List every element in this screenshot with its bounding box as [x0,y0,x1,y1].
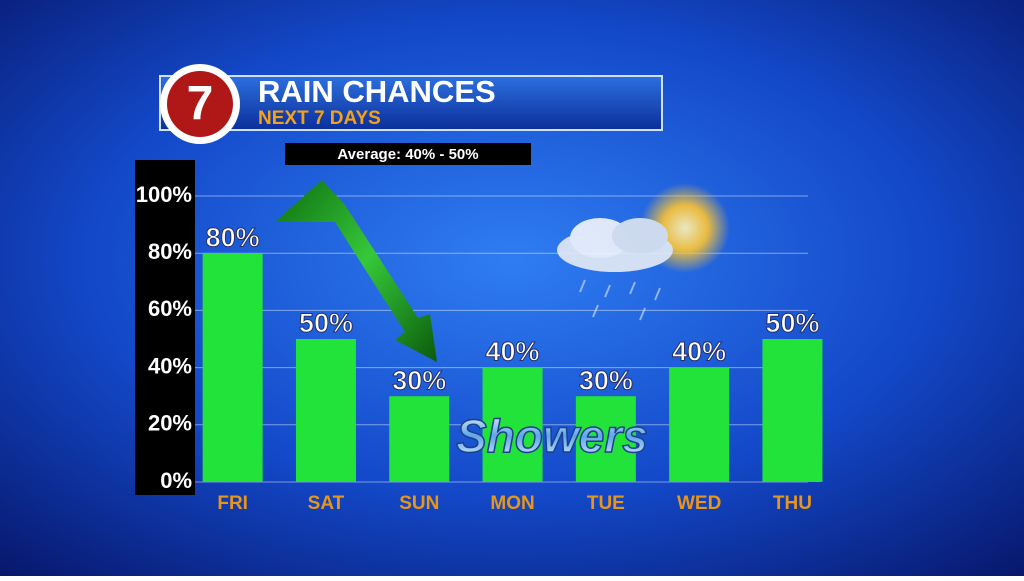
caption: Showers [456,410,648,462]
x-tick-label: SUN [399,493,439,514]
y-tick-label: 20% [148,411,192,436]
value-label: 50% [299,308,353,338]
arrow [275,180,437,362]
title-banner [159,75,663,131]
weather-icon [557,183,730,321]
y-tick-label: 0% [160,468,192,493]
y-tick-label: 60% [148,296,192,321]
chart-subtitle: NEXT 7 DAYS [258,108,381,129]
value-label: 80% [206,222,260,252]
value-label: 30% [579,365,633,395]
value-label: 40% [486,337,540,367]
x-tick-label: THU [773,493,812,514]
axis-panel [135,160,195,495]
x-tick-label: MON [490,493,534,514]
y-tick-label: 40% [148,353,192,378]
bar [762,339,823,482]
x-tick-label: FRI [217,493,248,514]
bar [575,396,636,482]
x-tick-label: WED [677,493,721,514]
annotation: Average: 40% - 50% [337,146,478,163]
x-tick-label: SAT [308,493,345,514]
y-tick-label: 80% [148,239,192,264]
logo [167,71,233,137]
chart-title: RAIN CHANCES [258,74,496,109]
bar [295,339,356,482]
value-label: 30% [392,365,446,395]
bar [482,367,543,482]
bar [669,367,730,482]
bar [389,396,450,482]
bar [202,253,263,482]
logo-text: 7 [187,78,214,131]
annotation-box [285,143,531,165]
value-label: 40% [672,337,726,367]
value-label: 50% [765,308,819,338]
y-tick-label: 100% [136,182,192,207]
x-tick-label: TUE [587,493,625,514]
